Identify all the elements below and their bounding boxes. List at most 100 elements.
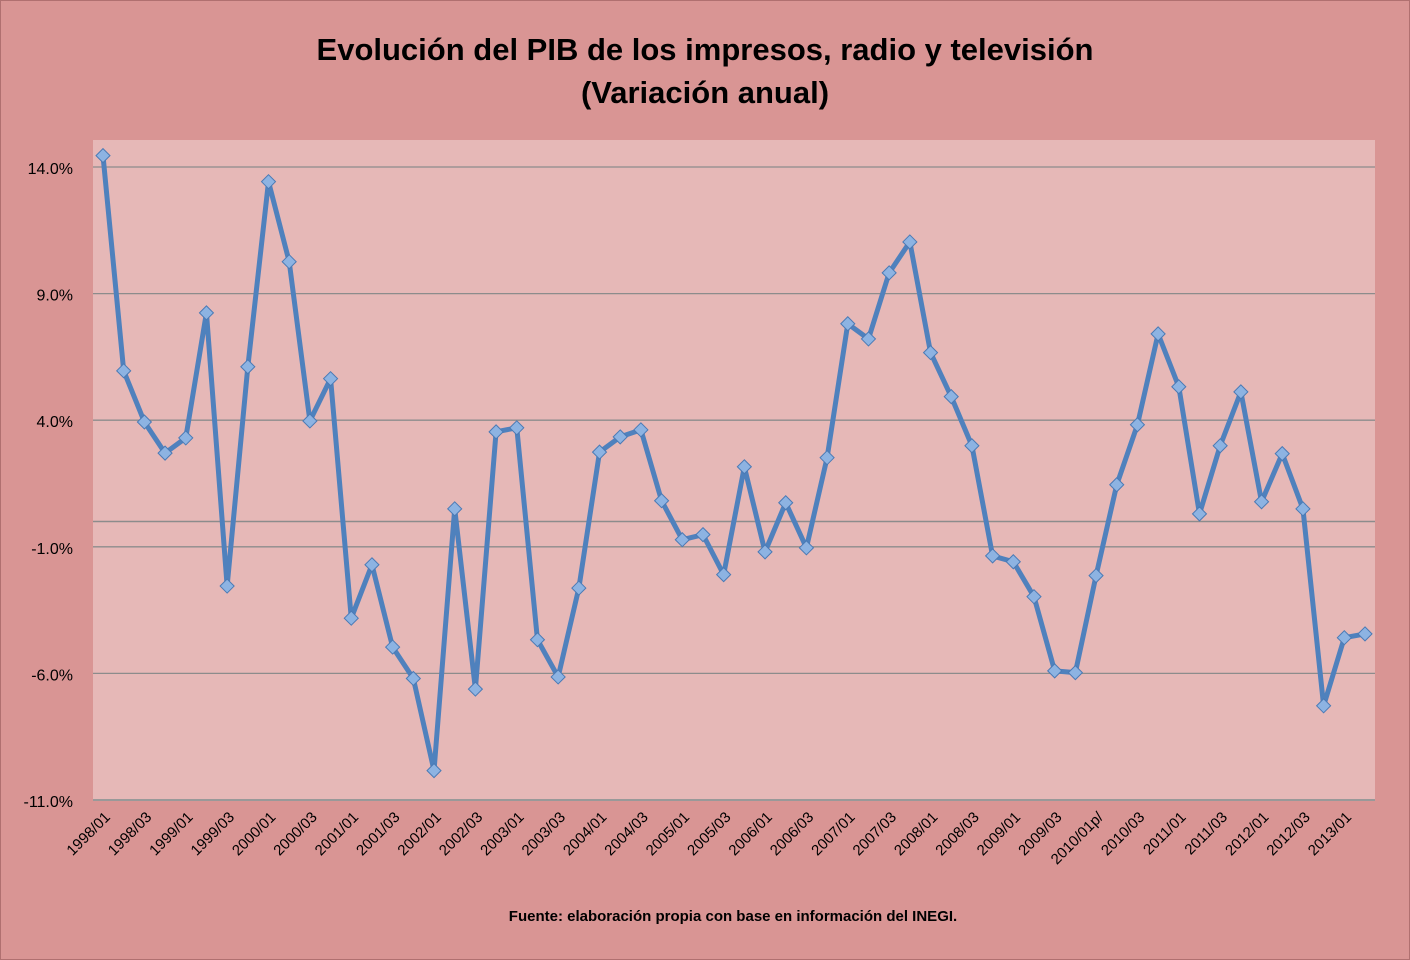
data-point — [1336, 629, 1353, 646]
data-point — [178, 430, 194, 446]
y-tick-label: -1.0% — [31, 541, 73, 558]
x-tick-label: 2007/01 — [808, 809, 858, 859]
data-point — [798, 540, 815, 556]
x-tick-label: 2009/01 — [974, 809, 1024, 859]
data-point — [922, 344, 939, 361]
x-tick-label: 2001/01 — [312, 809, 362, 859]
data-point — [405, 670, 422, 687]
data-point — [715, 566, 732, 583]
data-point — [1046, 663, 1063, 679]
data-point — [1150, 326, 1166, 342]
data-point — [115, 363, 132, 379]
data-point — [488, 424, 504, 440]
y-tick-label: 14.0% — [28, 161, 73, 178]
x-tick-label: 2011/03 — [1181, 809, 1231, 859]
data-point — [674, 532, 690, 548]
data-point — [1315, 698, 1332, 714]
data-point — [219, 578, 235, 594]
data-point — [653, 493, 670, 509]
chart-source: Fuente: elaboración propia con base en i… — [508, 908, 958, 925]
x-tick-label: 1999/01 — [146, 809, 196, 859]
y-tick-label: -6.0% — [31, 667, 73, 684]
data-point — [1357, 626, 1373, 642]
data-point — [943, 388, 959, 405]
data-point — [1005, 554, 1022, 570]
x-tick-label: 2000/01 — [229, 809, 279, 859]
data-point — [571, 580, 587, 596]
data-point — [1109, 477, 1125, 493]
x-tick-label: 2010/03 — [1098, 809, 1148, 859]
x-tick-label: 2013/01 — [1305, 809, 1355, 859]
data-point — [157, 445, 173, 461]
data-point — [695, 526, 711, 543]
series-line — [100, 155, 1366, 774]
chart-title: Evolución del PIB de los impresos, radio… — [0, 28, 1410, 114]
data-point — [1253, 494, 1270, 510]
data-point — [240, 359, 256, 375]
data-point — [1295, 501, 1311, 517]
data-point — [260, 173, 277, 190]
data-point — [612, 429, 628, 445]
x-tick-label: 1999/03 — [188, 809, 238, 859]
x-tick-label: 2002/03 — [436, 809, 486, 859]
data-point — [633, 422, 649, 438]
data-point — [860, 331, 877, 347]
data-point — [964, 438, 980, 454]
data-point — [840, 316, 856, 332]
x-tick-label: 2001/03 — [353, 809, 403, 859]
data-point — [529, 632, 546, 648]
data-point — [736, 459, 753, 475]
data-point — [778, 495, 794, 511]
x-tick-label: 2006/03 — [767, 809, 817, 859]
y-tick-label: -11.0% — [23, 794, 73, 811]
data-point — [1088, 567, 1104, 584]
x-tick-label: 2005/01 — [643, 809, 693, 859]
y-tick-label: 9.0% — [37, 288, 73, 305]
x-tick-label: 2011/01 — [1140, 809, 1190, 859]
data-point — [881, 265, 897, 281]
data-point — [1212, 438, 1228, 454]
chart-title-line2: (Variación anual) — [580, 75, 830, 110]
data-point — [343, 610, 359, 626]
x-tick-label: 2012/03 — [1263, 809, 1313, 859]
x-tick-label: 2012/01 — [1222, 809, 1272, 859]
x-tick-label: 2008/03 — [932, 809, 982, 859]
x-tick-label: 2002/01 — [394, 809, 444, 859]
data-point — [1067, 664, 1084, 681]
data-point — [446, 501, 463, 517]
y-tick-label: 4.0% — [37, 414, 73, 431]
data-point — [281, 253, 297, 270]
x-tick-label: 2004/01 — [560, 809, 610, 859]
data-point — [984, 548, 1001, 564]
data-point — [364, 557, 380, 573]
data-point — [95, 147, 111, 164]
data-point — [902, 234, 918, 250]
x-tick-label: 1998/01 — [63, 809, 113, 859]
data-point — [1274, 445, 1290, 462]
data-point — [509, 420, 525, 436]
x-tick-label: 2000/03 — [270, 809, 320, 859]
chart-title-line1: Evolución del PIB de los impresos, radio… — [316, 32, 1094, 67]
x-tick-label: 2006/01 — [725, 809, 775, 859]
x-tick-label: 2007/03 — [850, 809, 900, 859]
x-tick-label: 2003/01 — [477, 809, 527, 859]
data-point — [1191, 506, 1208, 522]
data-point — [302, 413, 318, 429]
x-tick-label: 2004/03 — [601, 809, 651, 859]
data-point — [591, 444, 608, 460]
x-tick-label: 2008/01 — [891, 809, 941, 859]
data-point — [1233, 384, 1249, 400]
data-point — [819, 449, 835, 466]
x-tick-label: 2003/03 — [519, 809, 569, 859]
data-point — [136, 414, 153, 430]
data-point — [198, 305, 215, 321]
data-point — [384, 639, 401, 655]
x-tick-label: 2005/03 — [684, 809, 734, 859]
data-point — [322, 370, 339, 387]
x-tick-label: 1998/03 — [105, 809, 155, 859]
plot-area — [93, 140, 1375, 800]
data-point — [757, 544, 773, 560]
data-point — [550, 669, 566, 685]
data-point — [1026, 588, 1042, 605]
